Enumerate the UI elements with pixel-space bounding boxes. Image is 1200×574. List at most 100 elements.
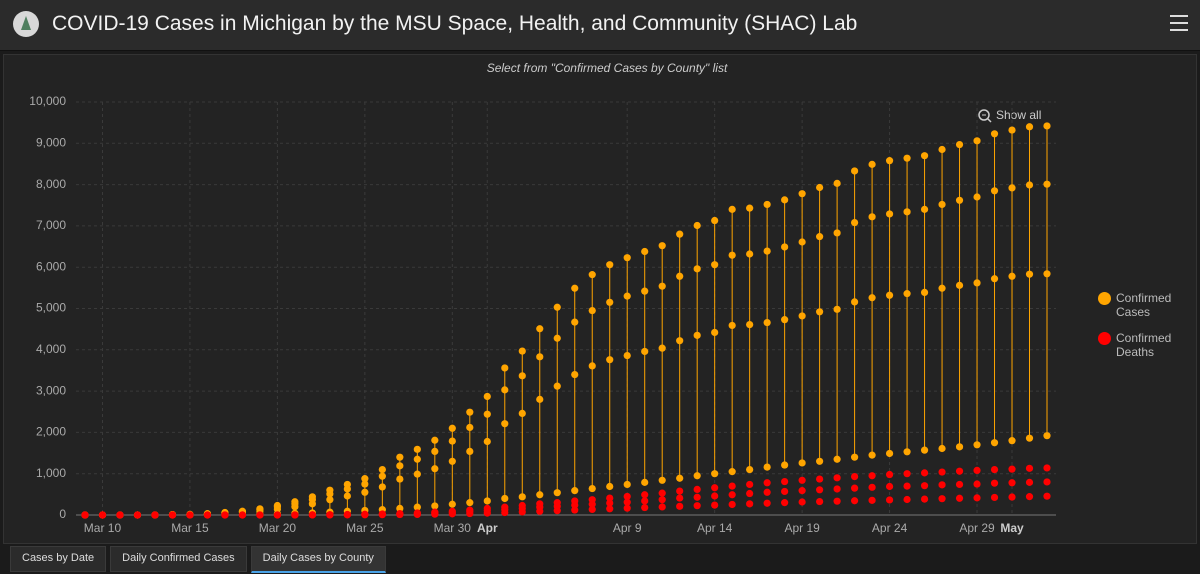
tab[interactable]: Daily Cases by County <box>250 546 386 573</box>
death-point <box>151 511 159 519</box>
case-point <box>955 281 964 289</box>
y-tick-label: 2,000 <box>36 425 66 439</box>
death-point <box>746 489 754 498</box>
case-point <box>396 475 404 483</box>
x-tick-label: Mar 25 <box>346 521 384 535</box>
case-point <box>483 392 491 401</box>
death-point <box>413 510 421 519</box>
tab[interactable]: Cases by Date <box>10 546 107 572</box>
case-point <box>1043 180 1051 188</box>
death-point <box>1025 464 1034 472</box>
case-point <box>483 437 491 446</box>
case-point <box>693 221 701 230</box>
case-point <box>798 238 806 246</box>
case-point <box>903 290 911 298</box>
death-point <box>728 491 736 499</box>
case-point <box>781 316 789 324</box>
death-point <box>641 497 649 505</box>
case-point <box>518 347 526 355</box>
case-point <box>868 294 876 302</box>
case-point <box>536 491 544 499</box>
case-point <box>571 487 579 495</box>
case-point <box>798 312 806 320</box>
death-point <box>746 480 754 489</box>
death-point <box>448 510 456 518</box>
x-tick-label: Apr 29 <box>959 521 995 535</box>
case-point <box>938 284 946 292</box>
x-tick-label: Apr 19 <box>784 521 820 535</box>
death-point <box>658 489 666 497</box>
death-point <box>711 501 719 509</box>
case-point <box>693 331 701 339</box>
chart-subtitle: Select from "Confirmed Cases by County" … <box>487 61 728 75</box>
case-point <box>1008 184 1016 192</box>
case-point <box>973 279 981 287</box>
death-point <box>641 503 649 512</box>
case-point <box>851 218 859 227</box>
case-point <box>361 475 369 483</box>
case-point <box>973 137 981 145</box>
death-point <box>658 496 666 504</box>
show-all-button[interactable]: Show all <box>978 108 1041 123</box>
case-point <box>396 453 404 461</box>
tab[interactable]: Daily Confirmed Cases <box>110 546 247 572</box>
death-point <box>81 511 89 519</box>
case-point <box>885 210 894 218</box>
death-point <box>501 508 509 517</box>
death-point <box>1008 465 1016 473</box>
death-point <box>763 479 771 487</box>
death-point <box>238 511 247 519</box>
case-point <box>413 503 421 511</box>
death-point <box>133 511 142 519</box>
death-point <box>885 470 894 479</box>
case-point <box>990 130 999 138</box>
x-tick-label: May <box>1000 521 1024 535</box>
case-point <box>536 353 544 361</box>
death-point <box>920 495 929 503</box>
show-all-label[interactable]: Show all <box>996 108 1041 122</box>
death-point <box>203 511 212 519</box>
case-point <box>833 229 841 237</box>
case-point <box>466 423 474 432</box>
case-point <box>781 196 789 204</box>
death-point <box>466 509 474 518</box>
legend-item[interactable]: Confirmed Deaths <box>1098 331 1171 359</box>
case-point <box>1025 181 1034 189</box>
case-point <box>1043 270 1051 278</box>
menu-button[interactable] <box>1170 14 1190 32</box>
death-point <box>273 511 281 519</box>
case-point <box>466 499 474 507</box>
y-tick-label: 7,000 <box>36 218 66 232</box>
case-point <box>763 247 771 255</box>
death-point <box>483 509 491 517</box>
case-point <box>746 204 754 212</box>
case-point <box>955 443 964 451</box>
y-tick-label: 5,000 <box>36 301 66 315</box>
case-point <box>973 193 981 201</box>
case-point <box>676 272 684 280</box>
case-point <box>623 292 631 300</box>
case-point <box>518 409 526 418</box>
case-point <box>326 496 334 504</box>
legend-item[interactable]: Confirmed Cases <box>1098 291 1171 319</box>
case-point <box>501 494 509 503</box>
case-point <box>448 457 456 465</box>
case-point <box>588 271 596 279</box>
case-point <box>431 436 439 444</box>
case-point <box>728 321 736 330</box>
y-tick-label: 3,000 <box>36 383 66 397</box>
case-point <box>903 154 911 162</box>
case-point <box>536 395 544 403</box>
case-point <box>868 451 876 459</box>
death-point <box>781 477 789 486</box>
death-point <box>396 510 404 519</box>
case-point <box>938 200 946 209</box>
case-point <box>763 318 771 327</box>
death-point <box>955 467 964 475</box>
case-point <box>833 455 841 463</box>
case-point <box>588 362 596 370</box>
death-point <box>571 501 579 509</box>
death-point <box>343 511 351 519</box>
case-point <box>483 410 491 418</box>
